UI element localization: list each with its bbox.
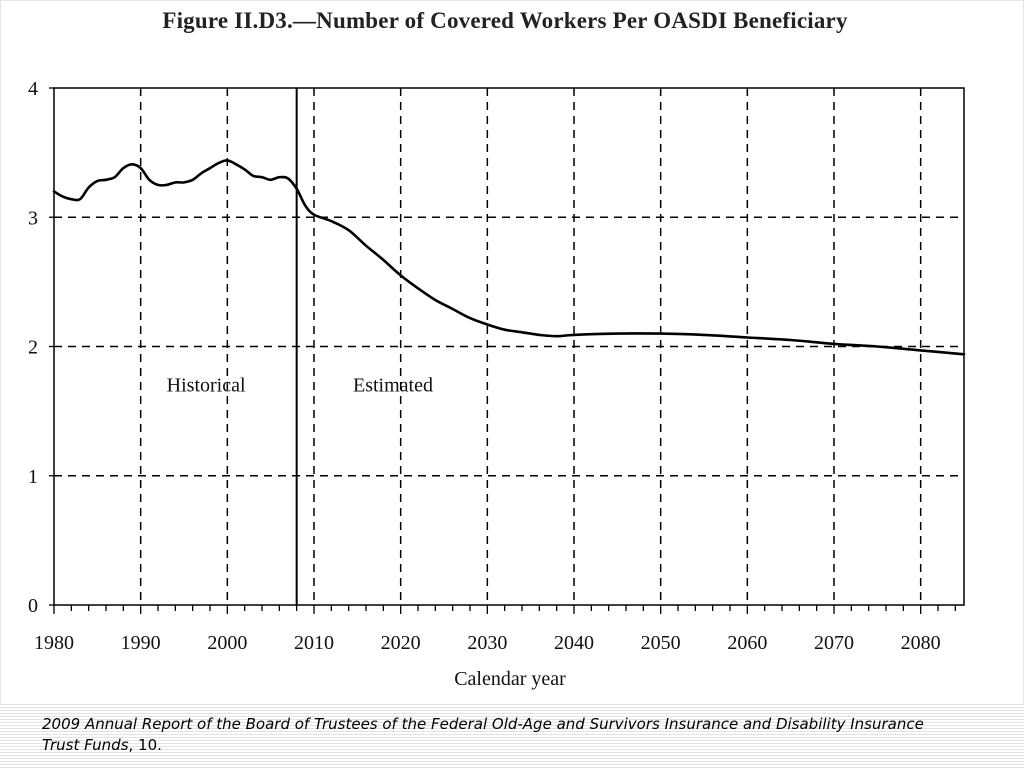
x-tick-label: 2010	[294, 632, 334, 654]
annotations: Historical Estimated	[167, 375, 433, 397]
y-tick-label: 3	[28, 207, 38, 229]
x-axis-title: Calendar year	[454, 668, 566, 690]
y-tick-label: 0	[28, 595, 38, 617]
x-tick-label: 1980	[34, 632, 74, 654]
x-tick-label: 2030	[467, 632, 507, 654]
x-tick-label: 2060	[727, 632, 767, 654]
series-layer	[52, 159, 966, 356]
x-tick-label: 2050	[641, 632, 681, 654]
x-tick-label: 2070	[814, 632, 854, 654]
chart-title: Figure II.D3.—Number of Covered Workers …	[162, 8, 848, 33]
y-tick-label: 4	[28, 78, 38, 100]
footer-band	[0, 704, 1024, 768]
y-tick-label: 1	[28, 466, 38, 488]
line-chart: 1980 1990 2000 2010 2020 2030 2040 2050 2060 2070…	[28, 78, 966, 690]
citation: 2009 Annual Report of the Board of Trust…	[42, 714, 942, 756]
annotation-historical: Historical	[167, 375, 246, 397]
annotation-estimated: Estimated	[353, 375, 433, 397]
x-tick-label: 2040	[554, 632, 594, 654]
x-tick-label: 1990	[121, 632, 161, 654]
tick-labels: 1980 1990 2000 2010 2020 2030 2040 2050 2060 2070…	[28, 78, 941, 654]
gridlines	[54, 88, 964, 605]
axis-ticks	[49, 87, 956, 614]
series-line	[52, 159, 966, 356]
x-tick-label: 2080	[901, 632, 941, 654]
x-tick-label: 2020	[381, 632, 421, 654]
x-tick-label: 2000	[207, 632, 247, 654]
citation-source: 2009 Annual Report of the Board of Trust…	[42, 715, 924, 754]
citation-page: , 10.	[128, 736, 162, 754]
y-tick-label: 2	[28, 337, 38, 359]
